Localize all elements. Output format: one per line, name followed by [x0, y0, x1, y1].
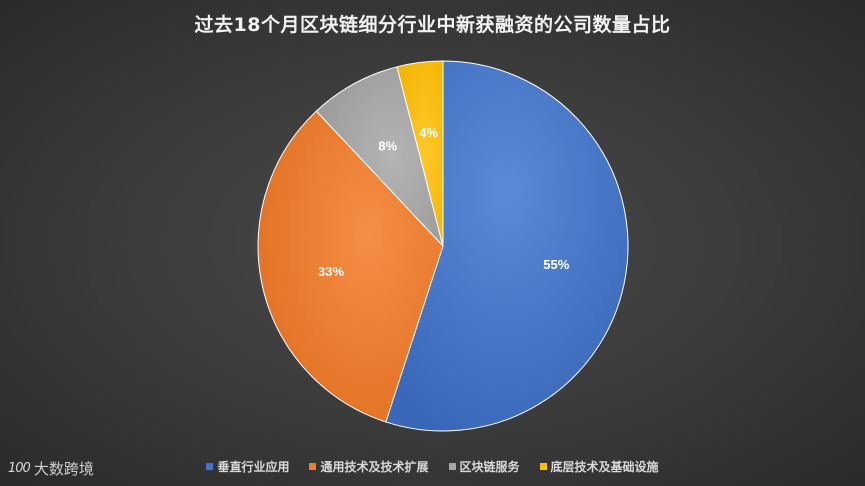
- legend-swatch: [539, 463, 547, 470]
- watermark: 100 大数跨境: [8, 458, 94, 479]
- legend-label: 垂直行业应用: [217, 460, 290, 474]
- legend-swatch: [206, 463, 214, 470]
- legend-label: 底层技术及基础设施: [550, 460, 659, 474]
- slice-value-label: 33%: [318, 264, 344, 279]
- legend-item: 通用技术及技术扩展: [309, 458, 429, 475]
- legend-item: 区块链服务: [448, 458, 520, 475]
- pie-slice-1: [257, 110, 444, 423]
- pie-slice-0: [385, 60, 629, 432]
- chart-legend: 垂直行业应用 通用技术及技术扩展 区块链服务 底层技术及基础设施: [0, 458, 865, 475]
- legend-item: 底层技术及基础设施: [539, 458, 659, 475]
- legend-swatch: [309, 463, 317, 470]
- chart-title: 过去18个月区块链细分行业中新获融资的公司数量占比: [194, 14, 671, 36]
- watermark-logo: 100: [8, 461, 31, 476]
- pie-slice-3: [396, 60, 444, 247]
- legend-label: 区块链服务: [459, 460, 520, 474]
- legend-swatch: [448, 463, 456, 470]
- pie-slice-2: [315, 66, 444, 247]
- legend-item: 垂直行业应用: [206, 458, 289, 475]
- slice-value-label: 55%: [543, 257, 569, 272]
- slice-value-label: 8%: [378, 138, 397, 153]
- slice-value-label: 4%: [419, 125, 438, 140]
- watermark-text: 大数跨境: [33, 460, 94, 478]
- legend-label: 通用技术及技术扩展: [320, 460, 429, 474]
